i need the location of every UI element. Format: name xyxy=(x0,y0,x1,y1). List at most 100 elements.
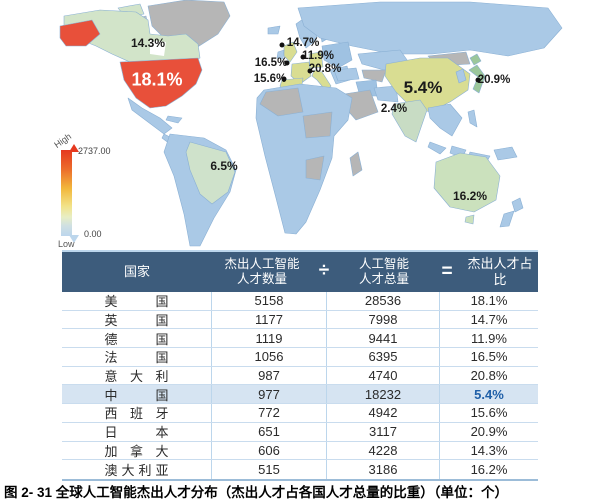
country-name: 日本 xyxy=(104,425,169,441)
marker-dot-italy xyxy=(307,68,313,74)
divide-symbol: ÷ xyxy=(318,259,330,281)
table-row-germany: 德国 1119 9441 11.9% xyxy=(62,329,538,349)
map-label-india: 2.4% xyxy=(380,103,408,115)
cell-country: 日本 xyxy=(62,422,212,441)
cell-country: 美国 xyxy=(62,292,212,310)
legend-gradient-bar xyxy=(61,150,72,236)
legend-min-value: 0.00 xyxy=(84,229,102,239)
cell-total: 7998 xyxy=(327,310,440,329)
cell-country: 中国 xyxy=(62,385,212,404)
cell-country: 澳大利亚 xyxy=(62,460,212,479)
table-row-japan: 日本 651 3117 20.9% xyxy=(62,422,538,442)
table-header-row: 国家 杰出人工智能 人才数量 ÷ 人工智能 人才总量 = 杰出人才占比 xyxy=(62,252,538,292)
cell-total: 4228 xyxy=(327,441,440,460)
cell-count: 515 xyxy=(212,460,327,479)
table-row-italy: 意大利 987 4740 20.8% xyxy=(62,366,538,386)
map-label-usa: 18.1% xyxy=(131,69,183,90)
cell-ratio: 16.2% xyxy=(470,462,508,478)
marker-dot-germany xyxy=(300,54,306,60)
country-name: 加拿大 xyxy=(104,443,169,459)
cell-country: 意大利 xyxy=(62,366,212,385)
country-name: 意大利 xyxy=(104,369,169,385)
cell-ratio: 18.1% xyxy=(470,293,508,309)
table-row-canada: 加拿大 606 4228 14.3% xyxy=(62,441,538,461)
marker-dot-japan xyxy=(475,77,481,83)
cell-ratio: 11.9% xyxy=(471,330,507,346)
legend-max-value: 2737.00 xyxy=(78,146,111,156)
equals-symbol: = xyxy=(441,260,453,282)
table-row-uk: 英国 1177 7998 14.7% xyxy=(62,310,538,330)
marker-dot-spain xyxy=(281,76,287,82)
cell-count: 977 xyxy=(212,385,327,404)
cell-country: 英国 xyxy=(62,310,212,329)
header-country: 国家 xyxy=(123,264,150,280)
cell-country: 西班牙 xyxy=(62,404,212,422)
legend-low-label: Low xyxy=(58,239,75,249)
table-row-china: 中国 977 18232 5.4% xyxy=(62,385,538,405)
header-outstanding-count-line2: 人才数量 xyxy=(236,272,287,286)
header-outstanding-count: 杰出人工智能 人才数量 xyxy=(212,257,312,287)
cell-count: 5158 xyxy=(212,292,327,310)
marker-dot-france xyxy=(284,60,290,66)
map-label-germany: 11.9% xyxy=(302,50,334,62)
cell-count: 1056 xyxy=(212,348,327,366)
table-row-usa: 美国 5158 28536 18.1% xyxy=(62,292,538,311)
map-label-brazil: 6.5% xyxy=(210,159,238,173)
map-label-canada: 14.3% xyxy=(130,36,166,50)
cell-ratio: 14.3% xyxy=(470,442,508,458)
map-label-france: 16.5% xyxy=(254,57,288,69)
cell-ratio: 14.7% xyxy=(470,312,508,328)
table-row-spain: 西班牙 772 4942 15.6% xyxy=(62,404,538,423)
cell-count: 987 xyxy=(212,366,327,385)
country-name: 德国 xyxy=(104,331,169,347)
map-label-italy: 20.8% xyxy=(308,63,342,75)
cell-country: 德国 xyxy=(62,329,212,348)
country-name: 法国 xyxy=(104,350,169,366)
cell-total: 18232 xyxy=(327,385,440,404)
cell-country: 法国 xyxy=(62,348,212,366)
country-name: 西班牙 xyxy=(104,406,169,422)
cell-total: 3186 xyxy=(327,460,440,479)
marker-dot-uk xyxy=(279,42,285,48)
cell-ratio: 5.4% xyxy=(474,386,504,402)
header-total-line2: 人才总量 xyxy=(358,272,409,286)
map-label-spain: 15.6% xyxy=(253,73,287,85)
world-map-svg xyxy=(59,0,563,247)
cell-count: 1119 xyxy=(212,329,327,348)
cell-total: 6395 xyxy=(327,348,440,366)
map-color-legend: High 2737.00 0.00 Low xyxy=(52,131,118,249)
map-label-china: 5.4% xyxy=(403,78,443,97)
map-label-uk: 14.7% xyxy=(286,37,320,49)
legend-arrow-up-icon xyxy=(69,144,79,152)
cell-ratio: 16.5% xyxy=(470,349,508,365)
country-name: 英国 xyxy=(104,313,169,329)
map-label-japan: 20.9% xyxy=(477,74,511,86)
legend-arrow-down-icon xyxy=(69,235,79,243)
cell-ratio: 15.6% xyxy=(470,405,508,421)
map-label-australia: 16.2% xyxy=(452,189,488,203)
cell-count: 1177 xyxy=(212,310,327,329)
cell-count: 772 xyxy=(212,404,327,422)
cell-total: 4740 xyxy=(327,366,440,385)
table-row-france: 法国 1056 6395 16.5% xyxy=(62,348,538,367)
header-outstanding-count-line1: 杰出人工智能 xyxy=(224,257,300,271)
table-row-australia: 澳大利亚 515 3186 16.2% xyxy=(62,460,538,479)
cell-count: 651 xyxy=(212,422,327,441)
header-total: 人工智能 人才总量 xyxy=(336,257,432,287)
header-ratio: 杰出人才占比 xyxy=(467,256,533,287)
talent-table: 国家 杰出人工智能 人才数量 ÷ 人工智能 人才总量 = 杰出人才占比 美国 5… xyxy=(62,250,538,481)
cell-ratio: 20.8% xyxy=(470,368,508,384)
country-name: 美国 xyxy=(104,294,169,310)
cell-total: 28536 xyxy=(327,292,440,310)
cell-total: 9441 xyxy=(327,329,440,348)
cell-ratio: 20.9% xyxy=(470,424,508,440)
cell-count: 606 xyxy=(212,441,327,460)
country-name: 中国 xyxy=(104,387,169,403)
cell-country: 加拿大 xyxy=(62,441,212,460)
world-map: 14.3% 18.1% 14.7% 11.9% 16.5% 20.8% 15.6… xyxy=(0,0,600,250)
figure-caption: 图 2- 31 全球人工智能杰出人才分布（杰出人才占各国人才总量的比重）（单位：… xyxy=(4,485,509,500)
cell-total: 4942 xyxy=(327,404,440,422)
cell-total: 3117 xyxy=(327,422,440,441)
country-name: 澳大利亚 xyxy=(104,463,169,479)
